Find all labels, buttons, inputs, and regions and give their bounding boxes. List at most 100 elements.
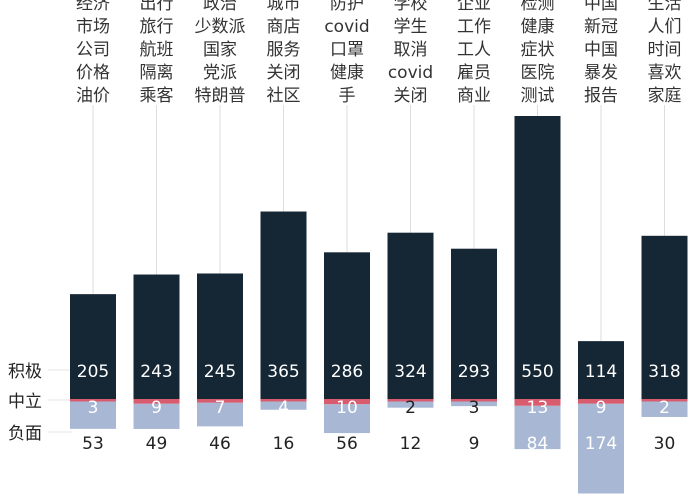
label-neutral: 4 (278, 398, 289, 418)
category-word: 特朗普 (195, 86, 246, 106)
label-neutral: 7 (215, 398, 226, 418)
bar-positive (641, 235, 688, 400)
label-negative: 49 (146, 434, 168, 454)
label-negative: 16 (273, 434, 295, 454)
category-word: 隔离 (140, 63, 174, 83)
category-word: 乘客 (140, 86, 174, 106)
category-word: 学生 (394, 17, 428, 37)
label-negative: 84 (527, 434, 549, 454)
category-word: covid (324, 17, 369, 37)
category-word: covid (388, 63, 433, 83)
bar-neutral (451, 399, 497, 402)
category-word: 暴发 (584, 63, 618, 83)
bar-positive (70, 294, 116, 400)
category-word: 检测 (521, 0, 555, 14)
category-word: 防护 (330, 0, 364, 14)
label-neutral: 3 (469, 398, 480, 418)
label-neutral: 10 (336, 398, 358, 418)
category-word: 生活 (648, 0, 682, 14)
label-positive: 205 (77, 362, 109, 382)
category-word: 国家 (203, 40, 237, 60)
category-word: 健康 (521, 17, 555, 37)
bar-negative (451, 401, 497, 407)
category-word: 工人 (457, 40, 491, 60)
label-neutral: 2 (659, 398, 670, 418)
category-word: 航班 (140, 40, 174, 60)
bar-positive (324, 252, 370, 400)
category-word: 手 (339, 86, 356, 106)
bar-negative (324, 404, 370, 434)
bar-neutral (260, 399, 307, 402)
category-word: 取消 (394, 40, 428, 60)
category-word: 报告 (584, 86, 618, 106)
label-neutral: 2 (405, 398, 416, 418)
category-word: 经济 (76, 0, 110, 14)
category-word: 政治 (203, 0, 237, 14)
label-positive: 293 (458, 362, 490, 382)
bar-neutral (197, 399, 243, 403)
legend-label-positive: 积极 (8, 362, 42, 382)
category-word: 企业 (457, 0, 491, 14)
label-negative: 30 (654, 434, 676, 454)
label-negative: 174 (585, 434, 617, 454)
category-word: 旅行 (140, 17, 174, 37)
category-word: 关闭 (394, 86, 428, 106)
bar-neutral (641, 399, 688, 402)
category-word: 新冠 (584, 17, 618, 37)
label-negative: 46 (209, 434, 231, 454)
bar-positive (133, 274, 180, 400)
bar-neutral (324, 399, 370, 405)
label-negative: 56 (336, 434, 358, 454)
category-word: 学校 (394, 0, 428, 14)
bar-negative (387, 401, 434, 408)
label-positive: 550 (521, 362, 553, 382)
bar-positive (387, 232, 434, 400)
category-word: 出行 (140, 0, 174, 14)
bar-positive (197, 273, 243, 400)
bar-negative (70, 401, 116, 429)
category-word: 时间 (648, 40, 682, 60)
bar-negative (578, 403, 624, 494)
legend-label-neutral: 中立 (8, 392, 42, 412)
category-word: 价格 (76, 63, 110, 83)
category-word: 关闭 (267, 63, 301, 83)
category-word: 测试 (521, 86, 555, 106)
bar-negative (197, 402, 243, 427)
category-word: 少数派 (195, 17, 246, 37)
bar-positive (451, 248, 497, 400)
category-word: 商店 (267, 17, 301, 37)
label-positive: 318 (648, 362, 680, 382)
bar-neutral (70, 399, 116, 402)
label-positive: 324 (394, 362, 426, 382)
bar-positive (260, 211, 307, 400)
category-word: 社区 (267, 86, 301, 106)
bar-positive (514, 116, 561, 400)
label-positive: 245 (204, 362, 236, 382)
bar-negative (260, 401, 307, 410)
category-word: 症状 (521, 40, 555, 60)
label-neutral: 9 (151, 398, 162, 418)
category-word: 城市 (267, 0, 301, 14)
label-negative: 9 (469, 434, 480, 454)
bar-neutral (578, 399, 624, 404)
bar-neutral (133, 399, 180, 404)
category-word: 公司 (76, 40, 110, 60)
category-word: 口罩 (330, 40, 364, 60)
label-positive: 114 (585, 362, 617, 382)
legend-label-negative: 负面 (8, 424, 42, 444)
bar-positive (578, 341, 624, 400)
category-word: 健康 (330, 63, 364, 83)
category-word: 工作 (457, 17, 491, 37)
category-word: 雇员 (457, 63, 491, 83)
label-negative: 53 (82, 434, 104, 454)
label-positive: 243 (140, 362, 172, 382)
category-word: 人们 (648, 17, 682, 37)
label-neutral: 3 (88, 398, 99, 418)
label-positive: 286 (331, 362, 363, 382)
bar-negative (514, 405, 561, 450)
category-word: 中国 (584, 0, 618, 14)
bar-negative (641, 401, 688, 417)
category-word: 中国 (584, 40, 618, 60)
